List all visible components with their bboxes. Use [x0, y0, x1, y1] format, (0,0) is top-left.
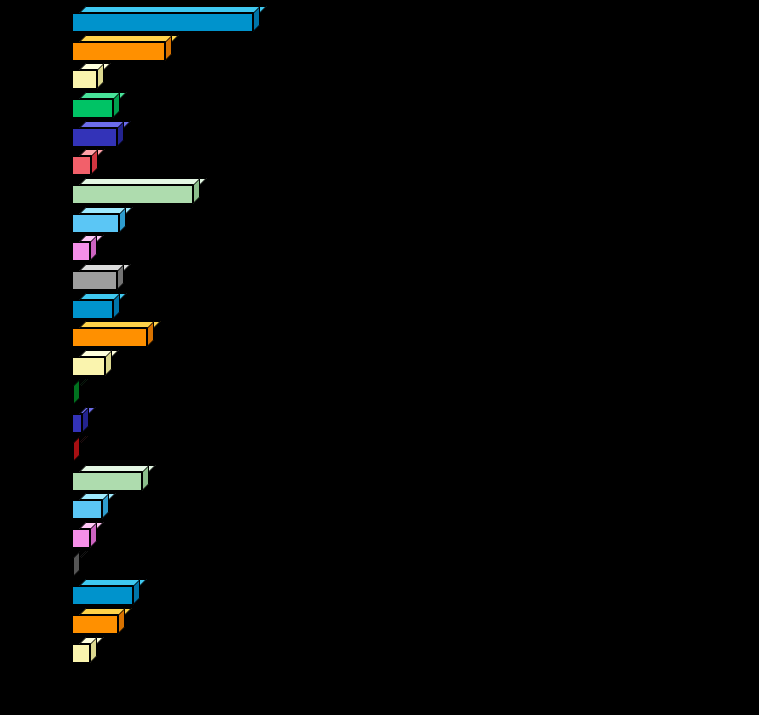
bar-front-face	[72, 70, 97, 89]
bar-row	[0, 350, 759, 376]
bar-11[interactable]	[72, 293, 127, 319]
bar-side-face	[73, 436, 80, 462]
bar-top-face	[79, 178, 207, 185]
bar-18[interactable]	[72, 493, 116, 519]
bar-front-face	[72, 500, 102, 519]
bar-row	[0, 522, 759, 548]
bar-row	[0, 63, 759, 89]
bar-row	[0, 637, 759, 663]
bar-17[interactable]	[72, 465, 156, 491]
bar-row	[0, 207, 759, 233]
bar-21[interactable]	[72, 579, 147, 605]
bar-2[interactable]	[72, 35, 179, 61]
bar-row	[0, 264, 759, 290]
bar-top-face	[79, 6, 267, 13]
bar-front-face	[72, 185, 193, 204]
bar-row	[0, 121, 759, 147]
bar-front-face	[72, 472, 142, 491]
bar-row	[0, 178, 759, 204]
bar-top-face	[79, 493, 116, 500]
bar-front-face	[72, 242, 90, 261]
bar-23[interactable]	[72, 637, 104, 663]
bar-front-face	[72, 271, 117, 290]
bar-front-face	[72, 42, 165, 61]
bar-3[interactable]	[72, 63, 111, 89]
bar-19[interactable]	[72, 522, 104, 548]
bar-10[interactable]	[72, 264, 131, 290]
bar-front-face	[72, 99, 113, 118]
bar-front-face	[72, 529, 90, 548]
bar-6[interactable]	[72, 149, 105, 175]
bar-front-face	[72, 156, 91, 175]
bar-7[interactable]	[72, 178, 207, 204]
bar-top-face	[79, 350, 119, 357]
bar-row	[0, 407, 759, 433]
bar-top-face	[79, 379, 88, 386]
bar-14[interactable]	[72, 379, 88, 405]
bar-13[interactable]	[72, 350, 119, 376]
bar-front-face	[72, 586, 133, 605]
bar-row	[0, 235, 759, 261]
bar-row	[0, 551, 759, 577]
bar-row	[0, 35, 759, 61]
bar-row	[0, 579, 759, 605]
bar-row	[0, 293, 759, 319]
bar-front-face	[72, 214, 119, 233]
bar-row	[0, 6, 759, 32]
bar-front-face	[72, 300, 113, 319]
bar-20[interactable]	[72, 551, 88, 577]
bar-top-face	[79, 551, 88, 558]
bar-front-face	[72, 443, 74, 462]
bar-15[interactable]	[72, 407, 96, 433]
bar-row	[0, 149, 759, 175]
bar-row	[0, 92, 759, 118]
bar-front-face	[72, 558, 74, 577]
bar-side-face	[73, 379, 80, 405]
bar-row	[0, 608, 759, 634]
bar-top-face	[79, 35, 179, 42]
bar-side-face	[73, 551, 80, 577]
bar-16[interactable]	[72, 436, 88, 462]
bar-front-face	[72, 615, 118, 634]
bar-front-face	[72, 128, 117, 147]
bar-row	[0, 493, 759, 519]
bar-row	[0, 379, 759, 405]
bar-8[interactable]	[72, 207, 133, 233]
bar-front-face	[72, 328, 147, 347]
bar-front-face	[72, 13, 253, 32]
bar-top-face	[79, 63, 111, 70]
bar-front-face	[72, 414, 82, 433]
bar-12[interactable]	[72, 321, 161, 347]
bar-5[interactable]	[72, 121, 131, 147]
bar-front-face	[72, 386, 74, 405]
bar-4[interactable]	[72, 92, 127, 118]
bar-1[interactable]	[72, 6, 267, 32]
bar-top-face	[79, 436, 88, 443]
bar-row	[0, 436, 759, 462]
bar-row	[0, 321, 759, 347]
bar-9[interactable]	[72, 235, 104, 261]
bar-22[interactable]	[72, 608, 132, 634]
bar-front-face	[72, 644, 90, 663]
bar-row	[0, 465, 759, 491]
bar-front-face	[72, 357, 105, 376]
